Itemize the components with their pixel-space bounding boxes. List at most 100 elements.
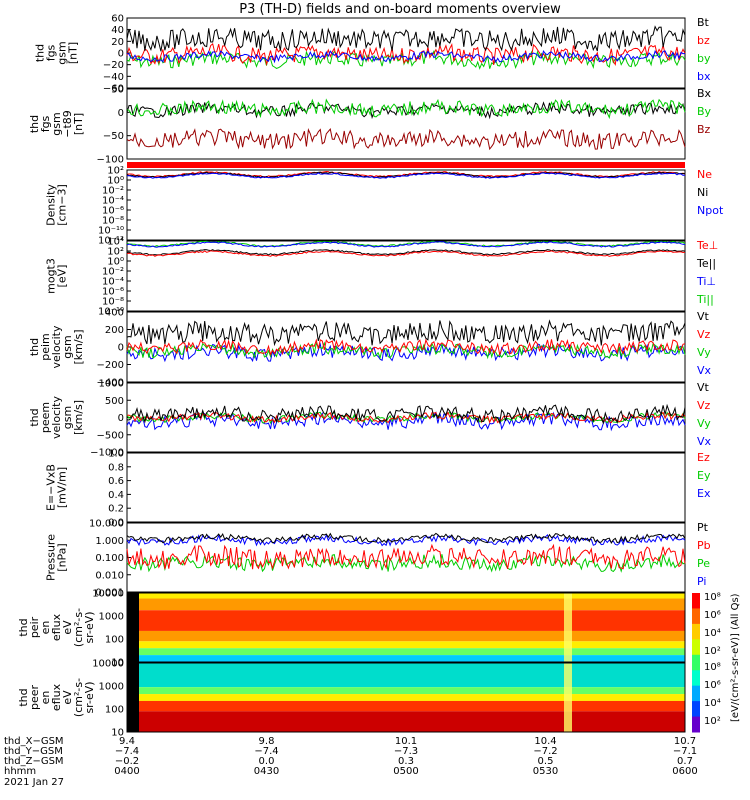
colorbar-tick: 10² <box>704 646 721 657</box>
panel-frame <box>126 88 686 160</box>
data-trace <box>126 49 686 64</box>
y-axis-label: Pressure[nPa] <box>45 534 69 581</box>
x-tick-label: 0.7 <box>677 756 693 767</box>
legend-entry: Ti⊥ <box>696 275 716 288</box>
y-tick-label: 1.0 <box>108 449 124 460</box>
legend-entry: Ti|| <box>696 293 714 306</box>
colorbar-swatch <box>692 701 700 718</box>
panel-frame <box>126 662 686 733</box>
data-trace <box>126 172 686 179</box>
data-gap <box>127 663 139 732</box>
y-tick-label: 500 <box>105 396 124 407</box>
y-tick-label: 10⁻⁶ <box>102 287 124 298</box>
y-tick-label: 20 <box>111 37 124 48</box>
legend-entry: bz <box>697 34 710 47</box>
spectrogram-band <box>127 598 685 611</box>
legend-entry: Pi <box>697 575 706 588</box>
data-trace <box>126 250 686 257</box>
y-tick-label: 0 <box>118 49 124 60</box>
legend-entry: Pt <box>697 521 709 534</box>
data-trace <box>126 403 686 425</box>
x-tick-label: −7.3 <box>394 746 418 757</box>
y-tick-label: −60 <box>103 84 124 95</box>
x-tick-label: 0.0 <box>259 756 275 767</box>
data-trace <box>126 533 686 547</box>
y-tick-label: 10⁻¹⁰ <box>98 226 124 237</box>
data-trace <box>126 241 686 248</box>
spectrogram-band <box>127 593 685 599</box>
y-tick-label: 0.4 <box>108 490 124 501</box>
data-trace <box>126 319 686 347</box>
data-trace <box>126 128 686 151</box>
y-tick-label: 1000 <box>99 612 124 623</box>
legend-entry: Vt <box>697 381 710 394</box>
data-trace <box>126 342 686 363</box>
x-row-name: hhmm <box>4 766 36 777</box>
x-row-name: thd_X−GSM <box>4 736 64 747</box>
y-tick-label: 0 <box>118 343 124 354</box>
legend-entry: bx <box>697 70 711 83</box>
y-tick-label: −1000 <box>90 448 124 459</box>
panel-peer: 10000 1000 100 10 thdpeerenefluxeV(cm²-s-sr-… <box>17 659 686 739</box>
colorbar-swatch <box>692 593 700 609</box>
y-axis-label: Density[cm−3] <box>45 184 69 226</box>
spectrogram-feature <box>564 593 572 662</box>
legend-entry: Vt <box>697 310 710 323</box>
colorbar: 10⁸ 10⁶ 10⁴ 10² 10⁸ 10⁶ 10⁴ 10² [eV/(cm²-s-sr-eV… <box>692 592 741 733</box>
spectrogram-band <box>127 641 685 649</box>
colorbar-swatch <box>692 685 700 702</box>
x-tick-label: 10.7 <box>674 736 696 747</box>
y-tick-label: −500 <box>97 430 124 441</box>
y-axis-label: thdpeemvelocitygsm[km/s] <box>28 396 85 439</box>
legend-entry: Npot <box>697 204 724 217</box>
y-tick-label: −400 <box>97 378 124 389</box>
data-trace <box>126 410 686 424</box>
legend-entry: Pb <box>697 539 711 552</box>
spectrogram-band <box>127 610 685 631</box>
y-tick-label: 1.000 <box>95 536 124 547</box>
y-tick-label: 400 <box>105 308 124 319</box>
y-tick-label: 10² <box>107 247 124 258</box>
spectrogram-band <box>127 700 685 712</box>
y-tick-label: −40 <box>103 72 124 83</box>
y-axis-label: thdpeimvelocitygsm[km/s] <box>28 325 85 368</box>
y-tick-label: 10000 <box>92 589 124 600</box>
y-tick-label: 100 <box>105 705 124 716</box>
panel-frame <box>126 169 686 241</box>
data-trace <box>126 25 686 52</box>
y-tick-label: 60 <box>111 14 124 25</box>
x-tick-label: −7.2 <box>533 746 557 757</box>
spectrogram-band <box>127 648 685 656</box>
y-tick-label: 10.000 <box>89 519 124 530</box>
x-tick-label: −0.2 <box>115 756 139 767</box>
legend-entry: Ni <box>697 186 708 199</box>
y-tick-label: −20 <box>103 60 124 71</box>
colorbar-swatch <box>692 639 700 656</box>
colorbar-label: [eV/(cm²-s-sr-eV)] (All Qs) <box>730 593 741 722</box>
x-tick-label: −7.1 <box>673 746 697 757</box>
x-tick-label: 9.4 <box>119 736 135 747</box>
y-tick-label: 0.8 <box>108 462 124 473</box>
y-axis-label: thdpeerenefluxeV(cm²-s-sr-eV) <box>17 678 96 717</box>
spectrogram-band <box>127 655 685 662</box>
colorbar-tick: 10⁸ <box>704 592 721 603</box>
panel-fgs-t89: 50 0 −50 −100 thdfgsgsm−t89[nT] Bx By Bz <box>28 85 712 166</box>
y-tick-label: 10⁻⁶ <box>102 206 124 217</box>
colorbar-swatch <box>692 608 700 625</box>
legend-entry: Te|| <box>696 257 716 270</box>
legend-entry: by <box>697 52 711 65</box>
colorbar-tick: 10² <box>704 716 721 727</box>
date-label: 2021 Jan 27 <box>4 777 64 788</box>
data-trace <box>126 249 686 256</box>
y-tick-label: 1000 <box>99 379 124 390</box>
x-tick-label: 10.4 <box>534 736 556 747</box>
y-tick-label: 10⁻⁸ <box>102 297 124 308</box>
spectrogram-band <box>127 694 685 701</box>
y-axis-label: thdfgsgsm−t89[nT] <box>28 110 85 138</box>
legend-entry: Bz <box>697 123 711 136</box>
x-tick-label: 0400 <box>114 766 139 777</box>
colorbar-tick: 10⁴ <box>704 628 721 639</box>
legend-entry: Vx <box>697 435 712 448</box>
